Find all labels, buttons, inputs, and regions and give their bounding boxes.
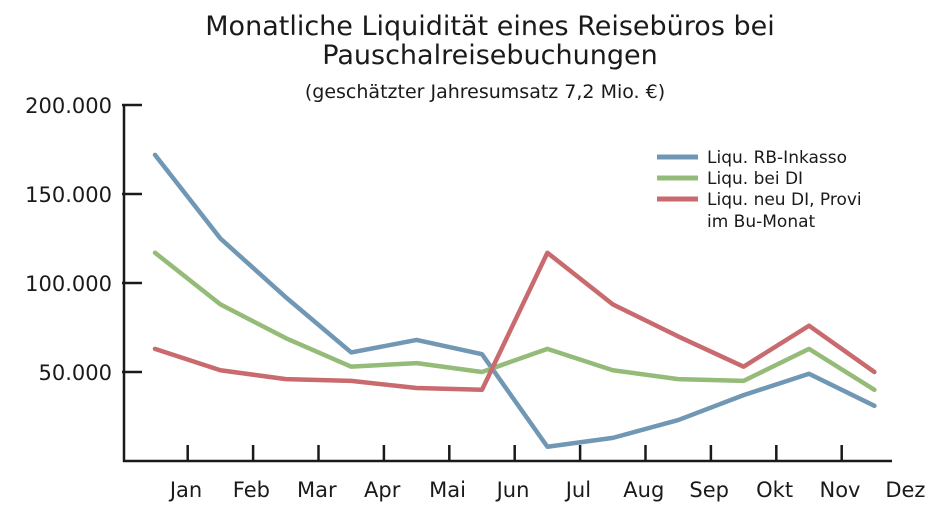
chart-title-line-1: Monatliche Liquidität eines Reisebüros b…	[205, 11, 775, 42]
legend-label-neu-di-line-2: im Bu-Monat	[707, 212, 816, 232]
y-tick-label: 200.000	[25, 94, 112, 118]
x-tick-label: Okt	[756, 478, 793, 502]
x-tick-label: Aug	[623, 478, 664, 502]
series-line-0	[152, 152, 877, 450]
x-tick-label: Jun	[495, 478, 530, 502]
y-tick-label: 50.000	[39, 361, 112, 385]
y-tick-label: 100.000	[25, 272, 112, 296]
series-lines	[152, 152, 877, 450]
series-line-2	[152, 250, 877, 393]
chart-subtitle: (geschätzter Jahresumsatz 7,2 Mio. €)	[304, 81, 666, 103]
x-tick-label: Mar	[297, 478, 337, 502]
legend-label-neu-di-line-1: Liqu. neu DI, Provi	[707, 190, 862, 210]
chart-title: Monatliche Liquidität eines Reisebüros b…	[0, 12, 950, 70]
chart-title-line-2: Pauschalreisebuchungen	[322, 40, 658, 71]
x-tick-label: Feb	[233, 478, 270, 502]
x-tick-label: Nov	[820, 478, 861, 502]
x-tick-label: Apr	[364, 478, 401, 502]
x-tick-label: Jul	[564, 478, 591, 502]
chart-axes	[122, 103, 892, 463]
y-axis-tick-labels: 50.000 100.000 150.000 200.000	[25, 94, 112, 385]
legend-label-bei-di: Liqu. bei DI	[707, 169, 803, 189]
x-tick-label: Mai	[429, 478, 466, 502]
x-tick-label: Jan	[168, 478, 202, 502]
x-tick-label: Dez	[885, 478, 925, 502]
y-tick-label: 150.000	[25, 183, 112, 207]
series-line-1	[152, 250, 877, 393]
legend-label-rb-inkasso: Liqu. RB-Inkasso	[707, 148, 847, 168]
x-tick-label: Sep	[689, 478, 729, 502]
legend: Liqu. RB-Inkasso Liqu. bei DI Liqu. neu …	[657, 148, 862, 232]
x-axis-tick-labels: Jan Feb Mar Apr Mai Jun Jul Aug Sep Okt Nov Dez	[168, 478, 926, 502]
